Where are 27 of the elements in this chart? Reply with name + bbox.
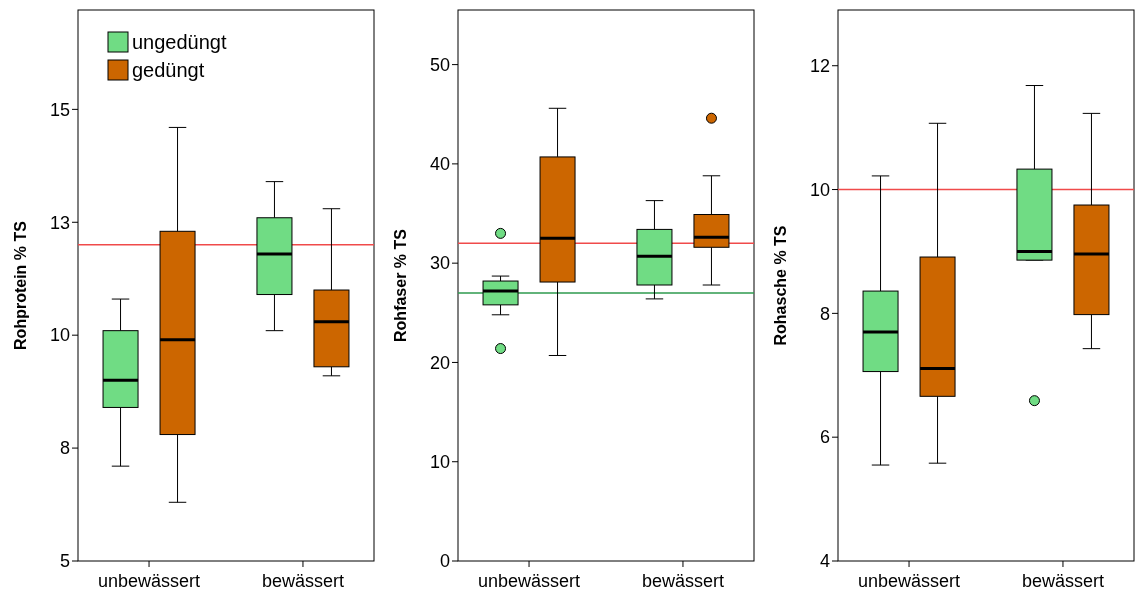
y-tick-label: 13 bbox=[49, 212, 70, 233]
x-tick-label: unbewässert bbox=[98, 571, 201, 591]
y-tick-label: 12 bbox=[809, 56, 830, 77]
y-tick-label: 10 bbox=[429, 452, 450, 473]
x-tick-label: unbewässert bbox=[478, 571, 581, 591]
legend-label: gedüngt bbox=[132, 59, 205, 81]
y-tick-label: 4 bbox=[819, 551, 830, 572]
x-tick-label: bewässert bbox=[261, 571, 344, 591]
y-tick-label: 30 bbox=[429, 253, 450, 274]
y-tick-label: 8 bbox=[59, 438, 70, 459]
x-tick-label: bewässert bbox=[1021, 571, 1104, 591]
y-tick-label: 15 bbox=[49, 99, 70, 120]
y-tick-label: 5 bbox=[59, 551, 70, 572]
y-tick-label: 8 bbox=[819, 303, 830, 324]
y-tick-label: 20 bbox=[429, 352, 450, 373]
x-tick-label: unbewässert bbox=[858, 571, 961, 591]
y-tick-label: 10 bbox=[809, 179, 830, 200]
y-tick-label: 40 bbox=[429, 154, 450, 175]
y-tick-label: 6 bbox=[819, 427, 830, 448]
y-axis-title: Rohfaser % TS bbox=[392, 228, 409, 342]
x-tick-label: bewässert bbox=[641, 571, 724, 591]
y-axis-title: Rohprotein % TS bbox=[12, 220, 29, 350]
y-tick-label: 50 bbox=[429, 54, 450, 75]
y-tick-label: 0 bbox=[439, 551, 450, 572]
y-tick-label: 10 bbox=[49, 325, 70, 346]
y-axis-title: Rohasche % TS bbox=[772, 225, 789, 346]
legend-label: ungedüngt bbox=[132, 31, 227, 53]
